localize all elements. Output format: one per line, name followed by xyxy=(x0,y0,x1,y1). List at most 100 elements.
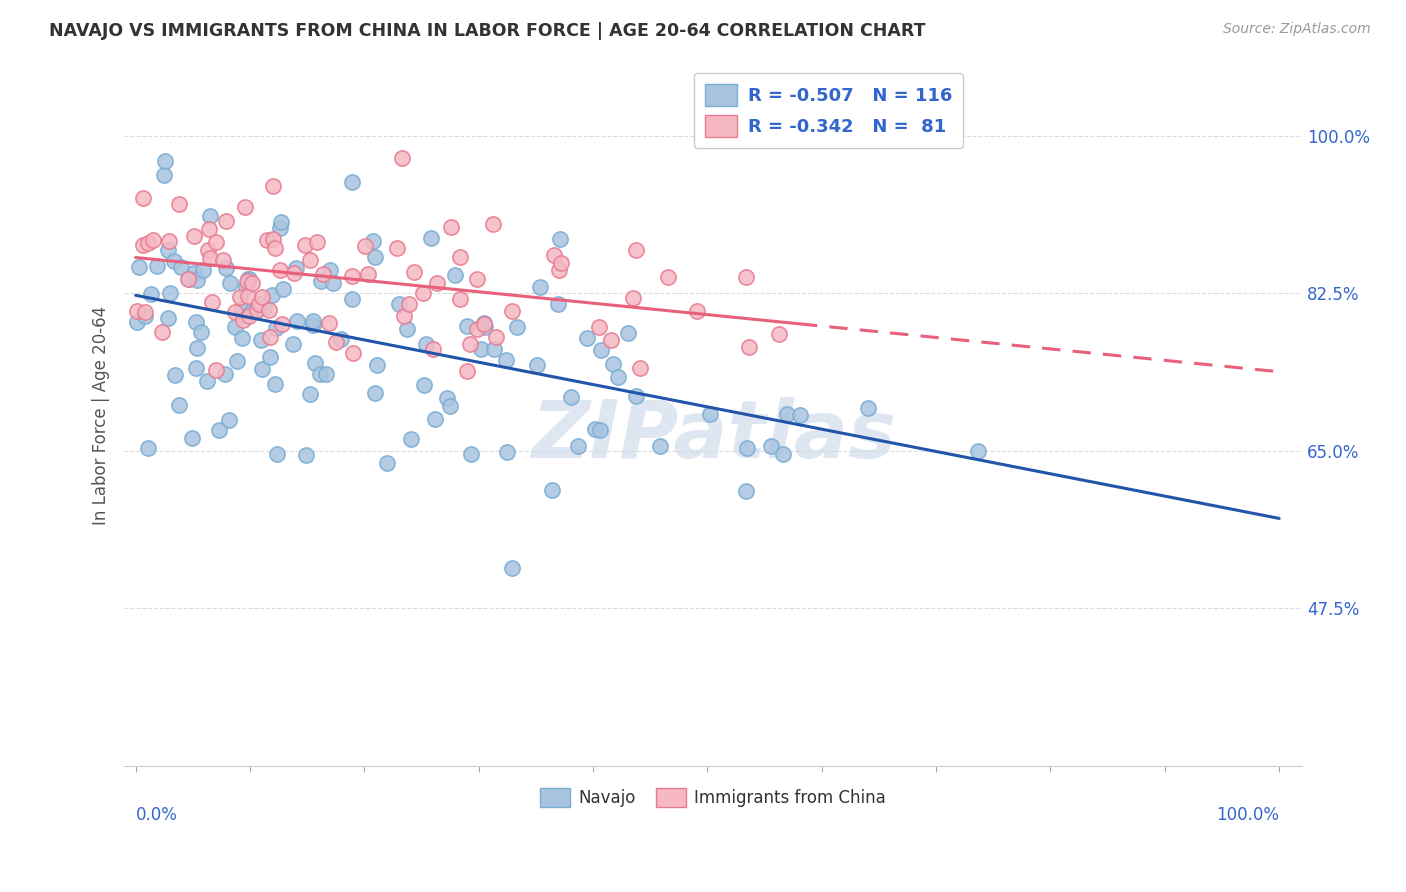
Point xyxy=(398,296,420,310)
Point xyxy=(146,260,169,274)
Text: NAVAJO VS IMMIGRANTS FROM CHINA IN LABOR FORCE | AGE 20-64 CORRELATION CHART: NAVAJO VS IMMIGRANTS FROM CHINA IN LABOR… xyxy=(49,22,925,40)
Point xyxy=(426,277,449,291)
Point xyxy=(224,305,246,319)
Point xyxy=(495,353,517,368)
Point xyxy=(264,321,287,335)
Point xyxy=(214,261,236,276)
Point xyxy=(302,314,325,328)
Point xyxy=(340,175,363,189)
Point xyxy=(789,408,811,422)
Point xyxy=(482,217,505,231)
Point xyxy=(440,219,463,234)
Point xyxy=(139,286,162,301)
Point xyxy=(134,305,156,319)
Point xyxy=(363,250,385,264)
Point xyxy=(186,273,208,287)
Point xyxy=(127,303,149,318)
Point xyxy=(256,233,278,247)
Point xyxy=(548,232,571,246)
Text: Source: ZipAtlas.com: Source: ZipAtlas.com xyxy=(1223,22,1371,37)
Point xyxy=(444,268,467,282)
Point xyxy=(269,221,291,235)
Point xyxy=(567,439,589,453)
Point xyxy=(197,374,219,388)
Point xyxy=(132,238,155,252)
Point xyxy=(128,260,150,274)
Point xyxy=(229,290,252,304)
Point xyxy=(354,238,377,252)
Point xyxy=(626,389,648,403)
Point xyxy=(262,178,284,193)
Point xyxy=(264,241,287,255)
Point xyxy=(283,337,305,351)
Point xyxy=(205,235,228,249)
Point xyxy=(125,315,148,329)
Point xyxy=(136,235,159,250)
Point xyxy=(152,168,174,182)
Point xyxy=(231,330,253,344)
Point xyxy=(231,301,253,316)
Point xyxy=(325,334,347,349)
Point xyxy=(388,297,411,311)
Point xyxy=(132,191,155,205)
Point xyxy=(226,354,249,368)
Point xyxy=(266,447,288,461)
Point xyxy=(153,154,176,169)
Point xyxy=(214,367,236,381)
Point xyxy=(233,200,256,214)
Point xyxy=(439,399,461,413)
Point xyxy=(252,362,274,376)
Point xyxy=(179,271,201,285)
Point xyxy=(391,151,413,165)
Point xyxy=(412,378,434,392)
Point xyxy=(396,322,419,336)
Point xyxy=(264,377,287,392)
Point xyxy=(548,263,571,277)
Point xyxy=(768,327,790,342)
Point xyxy=(501,304,523,318)
Point xyxy=(269,263,291,277)
Point xyxy=(482,343,505,357)
Point xyxy=(628,361,651,376)
Point xyxy=(735,484,758,499)
Point xyxy=(183,266,205,280)
Point xyxy=(184,315,207,329)
Point xyxy=(271,281,294,295)
Point xyxy=(215,213,238,227)
Point xyxy=(547,297,569,311)
Point xyxy=(375,456,398,470)
Point xyxy=(309,274,332,288)
Point xyxy=(449,251,471,265)
Point xyxy=(858,401,880,416)
Point xyxy=(602,357,624,371)
Point xyxy=(191,263,214,277)
Point xyxy=(138,441,160,455)
Point xyxy=(294,448,316,462)
Point xyxy=(340,292,363,306)
Point xyxy=(270,318,292,332)
Point xyxy=(170,260,193,275)
Point xyxy=(134,310,156,324)
Point xyxy=(419,230,441,244)
Point xyxy=(449,293,471,307)
Point xyxy=(239,305,262,319)
Point xyxy=(240,277,263,291)
Point xyxy=(212,253,235,268)
Text: 0.0%: 0.0% xyxy=(135,806,177,824)
Point xyxy=(364,386,387,401)
Point xyxy=(361,234,384,248)
Point xyxy=(198,209,221,223)
Point xyxy=(543,248,565,262)
Point xyxy=(208,423,231,437)
Point xyxy=(404,265,426,279)
Point xyxy=(761,439,783,453)
Point xyxy=(472,317,495,331)
Point xyxy=(150,325,173,339)
Point xyxy=(259,330,281,344)
Text: ZIPatlas: ZIPatlas xyxy=(530,397,896,475)
Point xyxy=(311,267,333,281)
Point xyxy=(186,341,208,355)
Point xyxy=(299,253,322,268)
Point xyxy=(184,361,207,376)
Point xyxy=(270,214,292,228)
